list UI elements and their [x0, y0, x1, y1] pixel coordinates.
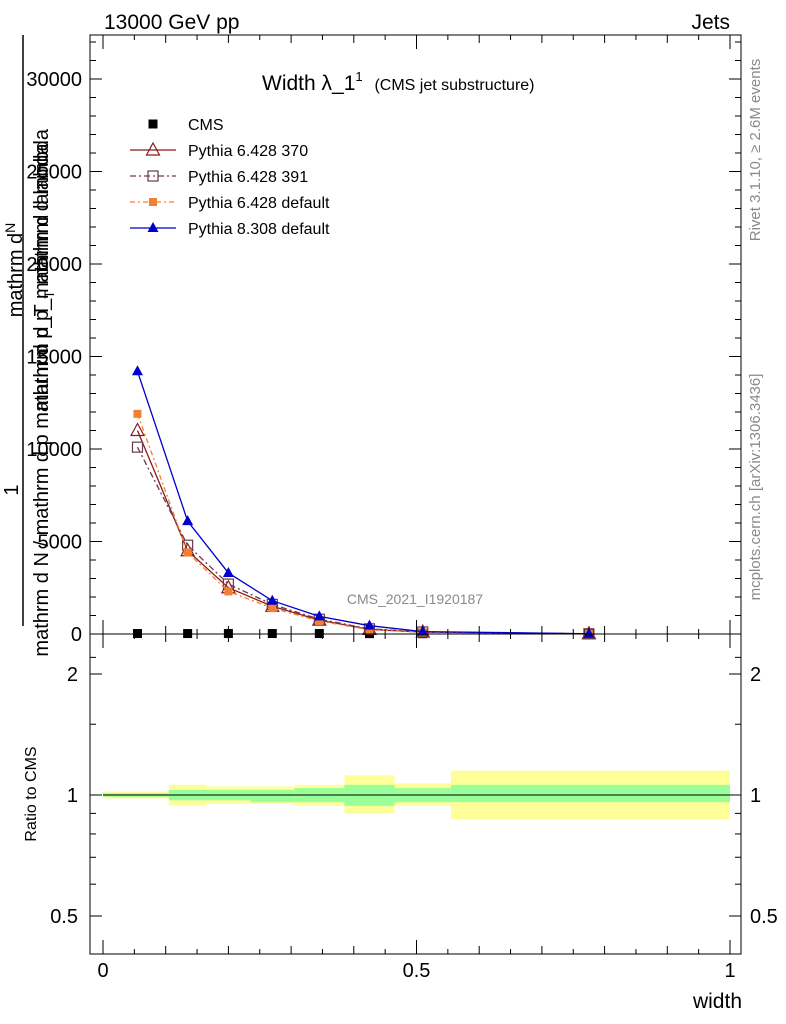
chart-title-sup: 1: [355, 69, 362, 84]
series-point-4: [182, 515, 194, 526]
chart-subtitle: (CMS jet substructure): [374, 77, 534, 94]
ratio-x-ticks: 0 0.5 1: [97, 634, 736, 982]
series-point-3: [365, 625, 374, 634]
series-line-3: [136, 413, 589, 635]
legend-marker: [147, 170, 159, 182]
chart-title: Width λ_11 (CMS jet substructure): [262, 63, 535, 95]
legend-marker: [148, 119, 158, 129]
ratio-panel: 0.5 0.51 12 2 0 0.5 1 Ratio to CMS width: [23, 633, 778, 1013]
x-axis-label: width: [692, 990, 742, 1013]
series-point-4: [222, 566, 234, 577]
series-line-4: [136, 371, 589, 635]
ratio-band-stat: [450, 784, 730, 803]
series-point-4: [313, 610, 325, 621]
ratio-plot-frame: [89, 633, 742, 955]
rivet-label: Rivet 3.1.10, ≥ 2.6M events: [747, 59, 764, 242]
ratio-y-tick-label: 0.5: [50, 906, 78, 928]
ratio-y-tick-label-right: 0.5: [750, 906, 778, 928]
series-point-4: [363, 619, 375, 630]
legend-marker: [145, 141, 161, 156]
legend-label: Pythia 6.428 391: [188, 169, 308, 186]
legend-label: Pythia 6.428 370: [188, 143, 308, 160]
series-point-3: [133, 409, 142, 418]
watermark-label: CMS_2021_I1920187: [347, 591, 483, 607]
main-x-ticks: [102, 35, 731, 634]
main-y-tick-label: 15000: [26, 347, 82, 369]
main-y-tick-label: 5000: [38, 532, 83, 554]
ratio-y-axis-label: Ratio to CMS: [23, 746, 40, 841]
legend-label: CMS: [188, 117, 224, 134]
series-point-4: [266, 594, 278, 605]
ratio-band-stat: [250, 789, 295, 803]
chart-title-main: Width λ_1: [262, 72, 355, 95]
y-label-num-d: mathrm d: [5, 233, 27, 317]
legend-marker: [149, 198, 157, 206]
series-point-3: [268, 604, 277, 613]
ratio-y-tick-label-right: 2: [750, 664, 761, 686]
ratio-x-tick-label: 0: [97, 960, 108, 982]
series-point-3: [183, 548, 192, 557]
main-series-layer: [129, 365, 597, 640]
legend-label: Pythia 6.428 default: [188, 195, 330, 212]
ratio-y-tick-label: 2: [67, 664, 78, 686]
ratio-y-ticks: 0.5 0.5 1 1 2 2: [50, 656, 778, 928]
y-label-one: 1: [1, 484, 23, 495]
main-y-tick-label: 25000: [26, 162, 82, 184]
main-y-tick-label: 20000: [26, 254, 82, 276]
ratio-band-layer: [103, 770, 730, 820]
header-left-label: 13000 GeV pp: [104, 11, 239, 34]
ratio-y-tick-label: 1: [67, 785, 78, 807]
y-label-den-b: mathrm d lambda: [31, 128, 53, 290]
y-label-num-n: N: [2, 223, 18, 233]
ratio-y-tick-label-right: 1: [750, 785, 761, 807]
legend: CMS Pythia 6.428 370 Pythia 6.428 391 Pythi…: [130, 117, 330, 238]
header-right-label: Jets: [691, 11, 730, 34]
mcplots-label: mcplots.cern.ch [arXiv:1306.3436]: [747, 374, 764, 601]
series-point-4: [131, 365, 143, 376]
series-point-3: [315, 617, 324, 626]
y-label-den-a: mathrm d p_: [31, 298, 53, 411]
ratio-x-tick-label: 0.5: [403, 960, 431, 982]
y-label-num: mathrm dN: [2, 223, 27, 318]
main-y-ticks: 0 5000 10000 15000 20000 25000 30000: [26, 41, 741, 646]
series-point-1: [129, 422, 145, 437]
y-label-den: mathrm d p_T mathrm d lambda: [31, 128, 57, 411]
main-y-tick-label: 10000: [26, 439, 82, 461]
y-label-den-sub: T: [41, 290, 57, 299]
main-y-tick-label: 0: [71, 624, 82, 646]
ratio-x-tick-label: 1: [724, 960, 735, 982]
series-point-4: [417, 625, 429, 636]
series-point-3: [224, 587, 233, 596]
legend-marker: [147, 222, 159, 232]
series-point-2: [131, 441, 144, 453]
legend-label: Pythia 8.308 default: [188, 221, 330, 238]
y-label-full: mathrm d N / mathrm d p mathrm d p_T mat…: [31, 143, 53, 657]
main-y-axis-label: 1 mathrm dN mathrm d p_T mathrm d lambda…: [1, 35, 57, 657]
series-point-4: [583, 627, 595, 638]
main-panel: 0 5000 10000 15000 20000 25000 30000 Width λ_1…: [1, 34, 742, 657]
main-y-tick-label: 30000: [26, 69, 82, 91]
